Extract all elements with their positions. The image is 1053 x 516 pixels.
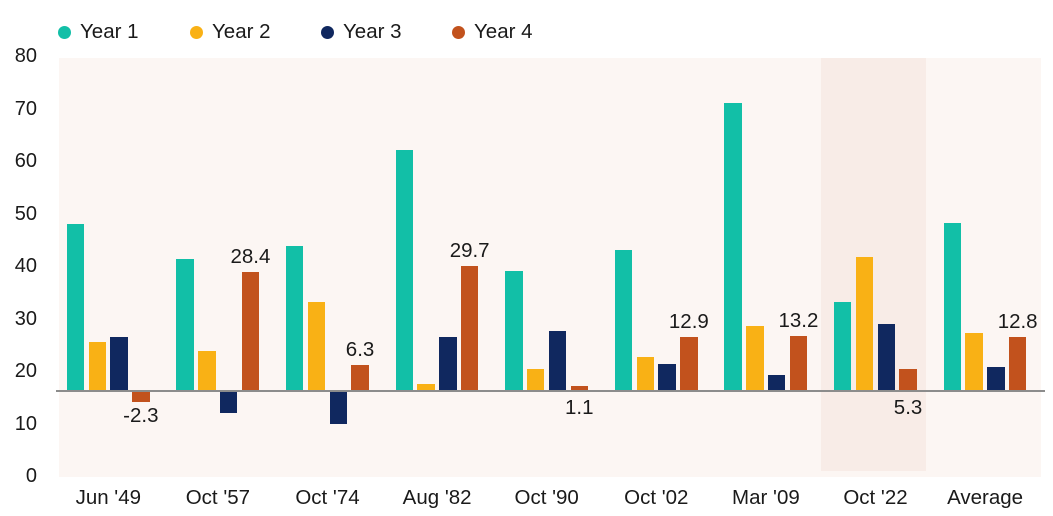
- bar-year-3-oct-74: [329, 392, 347, 424]
- bar-year-2-oct-22: [855, 257, 874, 391]
- x-label-oct-57: Oct '57: [185, 486, 251, 509]
- legend-item-year-1: Year 1: [58, 21, 139, 43]
- bar-label-aug-82: 29.7: [449, 239, 490, 263]
- bar-year-4-oct-90: [570, 386, 588, 391]
- bar-year-3-average: [987, 366, 1005, 391]
- bar-year-4-jun-49: [132, 392, 150, 402]
- x-label-aug-82: Aug '82: [402, 486, 472, 509]
- y-tick-40: 40: [14, 255, 37, 277]
- legend-label-year-3: Year 3: [343, 20, 402, 43]
- y-tick-10: 10: [14, 412, 37, 435]
- bar-year-3-oct-90: [548, 330, 567, 391]
- legend-dot-year-2-icon: [190, 25, 203, 39]
- x-label-oct-22: Oct '22: [843, 486, 908, 509]
- bar-label-oct-90: 1.1: [565, 396, 594, 419]
- x-label-oct-74: Oct '74: [295, 486, 360, 509]
- bar-year-1-oct-02: [614, 249, 633, 391]
- bar-year-1-oct-57: [176, 259, 194, 391]
- bar-year-2-oct-74: [307, 302, 326, 391]
- bar-label-jun-49: -2.3: [123, 403, 159, 427]
- bar-year-2-oct-57: [198, 351, 216, 391]
- legend-dot-year-1-icon: [58, 25, 71, 39]
- bar-year-4-oct-02: [680, 336, 698, 391]
- bar-year-2-oct-90: [526, 369, 545, 391]
- bar-label-oct-74: 6.3: [345, 337, 375, 361]
- bar-year-2-jun-49: [88, 341, 106, 391]
- y-tick-70: 70: [14, 97, 37, 120]
- bar-year-1-aug-82: [395, 149, 413, 391]
- y-tick-20: 20: [14, 360, 37, 382]
- bar-year-2-mar-09: [746, 325, 764, 391]
- y-tick-0: 0: [25, 465, 37, 487]
- y-tick-60: 60: [14, 150, 37, 172]
- bar-year-3-oct-57: [219, 392, 238, 413]
- legend-item-year-3: Year 3: [321, 21, 402, 43]
- x-label-jun-49: Jun '49: [75, 486, 142, 509]
- legend-dot-year-4-icon: [452, 25, 465, 39]
- legend-label-year-1: Year 1: [80, 20, 139, 43]
- bar-label-oct-02: 12.9: [668, 309, 709, 333]
- y-tick-80: 80: [14, 45, 37, 67]
- bar-year-3-oct-22: [877, 323, 895, 391]
- bar-year-4-oct-22: [899, 368, 917, 391]
- bar-year-1-oct-90: [505, 270, 523, 391]
- x-label-mar-09: Mar '09: [732, 486, 800, 509]
- bar-label-average: 12.8: [997, 310, 1038, 334]
- legend-dot-year-3-icon: [321, 25, 334, 39]
- legend-label-year-2: Year 2: [212, 20, 271, 43]
- bar-year-3-jun-49: [110, 337, 128, 391]
- bar-year-3-aug-82: [439, 336, 457, 391]
- bar-year-1-oct-22: [833, 301, 852, 391]
- x-label-oct-02: Oct '02: [624, 486, 689, 509]
- bar-year-2-aug-82: [417, 384, 435, 391]
- x-label-average: Average: [947, 486, 1024, 509]
- bar-year-1-average: [943, 223, 961, 391]
- bar-year-2-average: [965, 332, 983, 391]
- bar-year-4-mar-09: [789, 335, 808, 391]
- bar-year-4-oct-57: [241, 271, 260, 391]
- bar-label-mar-09: 13.2: [778, 308, 819, 332]
- bar-year-1-mar-09: [724, 102, 742, 391]
- legend-label-year-4: Year 4: [474, 20, 533, 43]
- x-axis-line: [56, 390, 1045, 392]
- x-label-oct-90: Oct '90: [514, 486, 579, 509]
- bar-year-3-mar-09: [767, 375, 786, 391]
- highlight-band: [821, 58, 926, 471]
- bar-year-4-average: [1008, 337, 1027, 391]
- legend-item-year-2: Year 2: [190, 21, 271, 43]
- bar-label-oct-22: 5.3: [893, 396, 923, 419]
- legend-item-year-4: Year 4: [452, 21, 533, 43]
- legend: Year 1 Year 2 Year 3 Year 4: [0, 0, 1053, 50]
- bar-year-4-oct-74: [351, 364, 369, 391]
- y-tick-30: 30: [14, 307, 37, 330]
- bar-year-2-oct-02: [636, 356, 654, 391]
- bar-year-4-aug-82: [460, 266, 479, 391]
- bar-year-1-oct-74: [285, 246, 304, 391]
- bar-year-3-oct-02: [658, 364, 676, 391]
- y-tick-50: 50: [14, 202, 37, 225]
- bar-label-oct-57: 28.4: [230, 244, 271, 268]
- bar-year-1-jun-49: [66, 223, 85, 391]
